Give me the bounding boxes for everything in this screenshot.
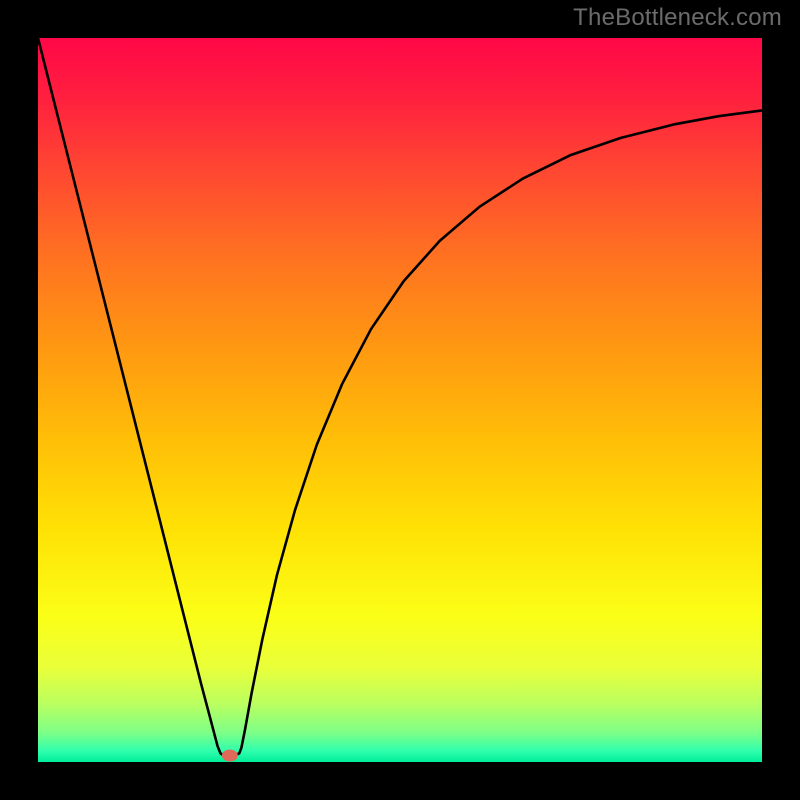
watermark-text: TheBottleneck.com — [573, 4, 782, 32]
chart-gradient-background — [38, 38, 762, 762]
bottleneck-chart-svg — [0, 0, 800, 800]
optimal-point-marker — [222, 749, 238, 761]
chart-frame: TheBottleneck.com — [0, 0, 800, 800]
